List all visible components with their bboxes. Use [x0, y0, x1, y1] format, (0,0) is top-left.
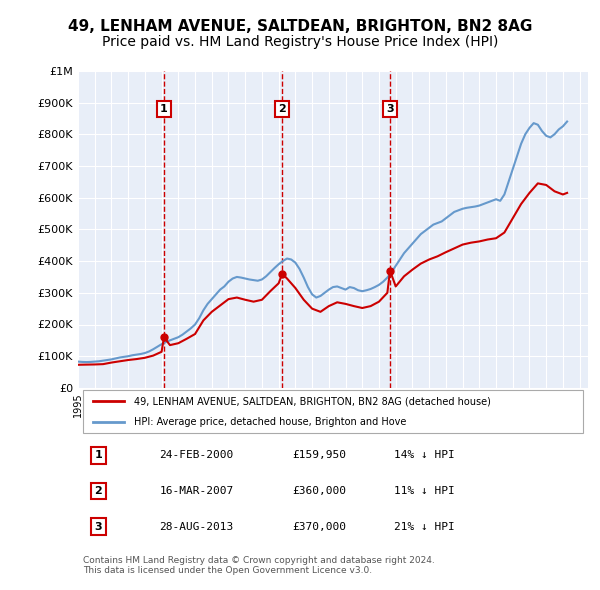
Text: 1: 1	[95, 451, 102, 460]
Text: £360,000: £360,000	[292, 486, 346, 496]
Text: Price paid vs. HM Land Registry's House Price Index (HPI): Price paid vs. HM Land Registry's House …	[102, 35, 498, 50]
Text: 24-FEB-2000: 24-FEB-2000	[160, 451, 234, 460]
Text: 21% ↓ HPI: 21% ↓ HPI	[394, 522, 455, 532]
FancyBboxPatch shape	[83, 391, 583, 433]
Text: HPI: Average price, detached house, Brighton and Hove: HPI: Average price, detached house, Brig…	[134, 417, 406, 427]
Text: 49, LENHAM AVENUE, SALTDEAN, BRIGHTON, BN2 8AG (detached house): 49, LENHAM AVENUE, SALTDEAN, BRIGHTON, B…	[134, 396, 491, 407]
Text: Contains HM Land Registry data © Crown copyright and database right 2024.
This d: Contains HM Land Registry data © Crown c…	[83, 556, 435, 575]
Text: 1: 1	[160, 104, 168, 114]
Text: 2: 2	[278, 104, 286, 114]
Text: 2: 2	[95, 486, 102, 496]
Text: 3: 3	[95, 522, 102, 532]
Text: £159,950: £159,950	[292, 451, 346, 460]
Text: 3: 3	[386, 104, 394, 114]
Text: 49, LENHAM AVENUE, SALTDEAN, BRIGHTON, BN2 8AG: 49, LENHAM AVENUE, SALTDEAN, BRIGHTON, B…	[68, 19, 532, 34]
Text: 14% ↓ HPI: 14% ↓ HPI	[394, 451, 455, 460]
Text: £370,000: £370,000	[292, 522, 346, 532]
Text: 16-MAR-2007: 16-MAR-2007	[160, 486, 234, 496]
Text: 28-AUG-2013: 28-AUG-2013	[160, 522, 234, 532]
Text: 11% ↓ HPI: 11% ↓ HPI	[394, 486, 455, 496]
